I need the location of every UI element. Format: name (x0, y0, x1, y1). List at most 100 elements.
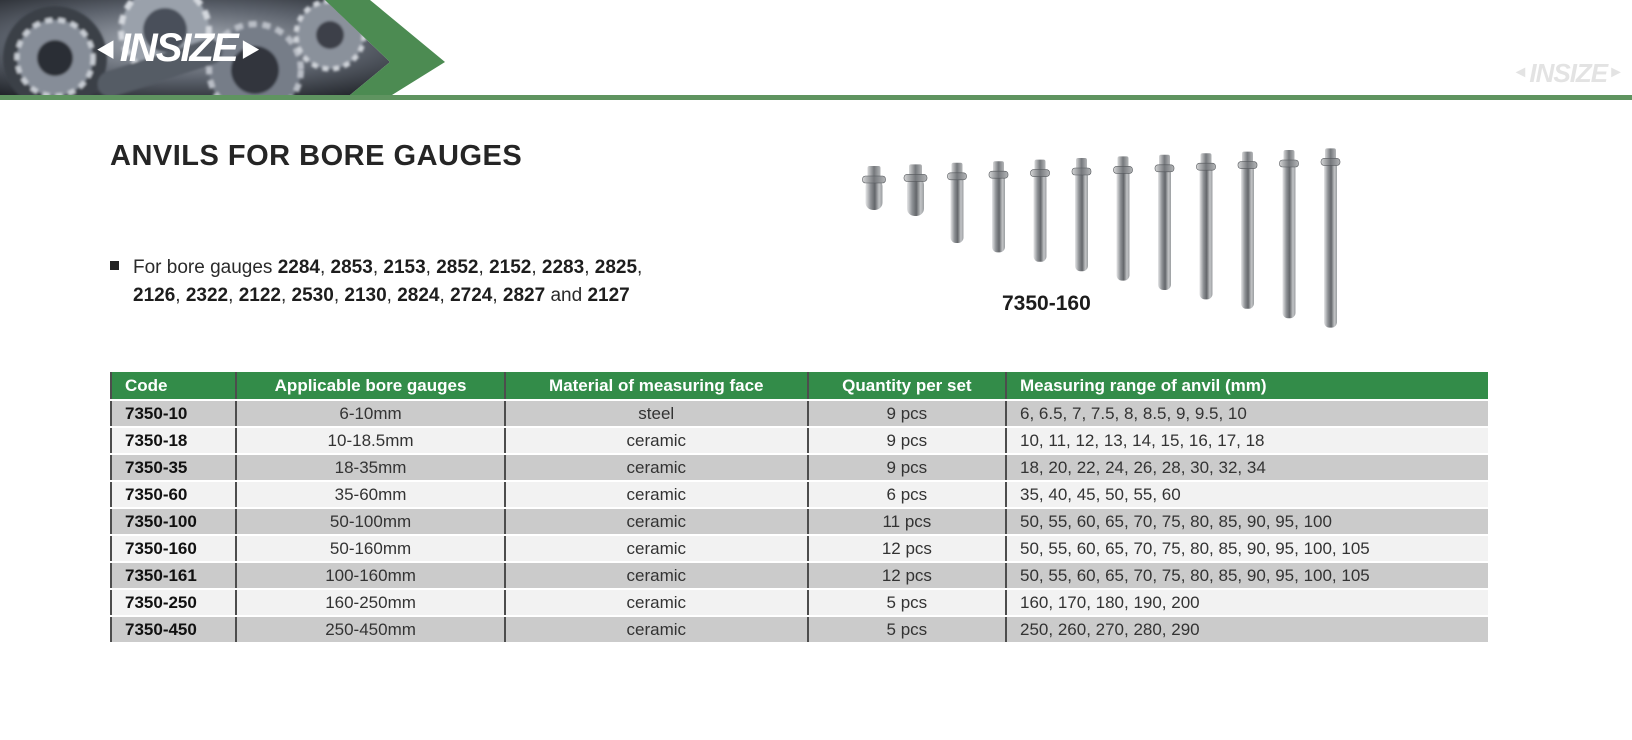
table-row: 7350-60 35-60mm ceramic 6 pcs 35, 40, 45, 50… (109, 481, 1488, 509)
table-cell-bore_gauges: 18-35mm (235, 454, 505, 482)
table-cell-code: 7350-18 (109, 427, 237, 455)
table-cell-quantity: 5 pcs (806, 616, 1007, 644)
bore-gauge-model: 2122 (238, 284, 281, 306)
anvil-pin (1196, 153, 1216, 300)
table-row: 7350-160 50-160mm ceramic 12 pcs 50, 55, 60,… (109, 535, 1488, 563)
table-cell-code: 7350-161 (109, 562, 237, 590)
anvil-pin (988, 161, 1009, 253)
table-cell-material: ceramic (503, 427, 808, 455)
table-cell-material: ceramic (503, 589, 808, 617)
table-cell-bore_gauges: 50-100mm (235, 508, 505, 536)
anvil-pin (862, 166, 886, 210)
anvil-pin (1113, 156, 1133, 281)
bore-gauge-model: 2130 (344, 284, 387, 306)
table-row: 7350-35 18-35mm ceramic 9 pcs 18, 20, 22, 24… (109, 454, 1488, 482)
bore-gauge-model: 2825 (594, 257, 638, 278)
table-cell-range: 35, 40, 45, 50, 55, 60 (1005, 481, 1488, 509)
table-cell-range: 50, 55, 60, 65, 70, 75, 80, 85, 90, 95, … (1005, 508, 1488, 536)
table-cell-code: 7350-35 (109, 454, 237, 482)
table-row: 7350-10 6-10mm steel 9 pcs 6, 6.5, 7, 7.5, 8… (109, 400, 1488, 428)
bore-gauge-model: 2853 (330, 257, 373, 278)
table-cell-bore_gauges: 50-160mm (235, 535, 505, 563)
table-cell-bore_gauges: 100-160mm (235, 562, 505, 590)
table-cell-quantity: 9 pcs (806, 454, 1007, 482)
table-cell-bore_gauges: 160-250mm (235, 589, 505, 617)
bore-gauge-model: 2724 (450, 284, 493, 306)
watermark-left-arrow-icon: ◄ (1512, 64, 1529, 81)
anvil-pin (1320, 148, 1341, 328)
table-cell-range: 18, 20, 22, 24, 26, 28, 30, 32, 34 (1005, 454, 1488, 482)
machinery-photo-graphic (0, 0, 390, 95)
column-header-2: Material of measuring face (503, 372, 808, 401)
anvil-pin (1154, 154, 1175, 290)
table-cell-quantity: 9 pcs (806, 427, 1007, 455)
spec-table-head: Code Applicable bore gauges Material of me… (109, 372, 1488, 401)
table-cell-material: ceramic (503, 481, 808, 509)
insize-watermark: ◄ INSIZE ► (1513, 60, 1624, 86)
bore-gauge-model: 2152 (489, 257, 532, 278)
table-cell-material: ceramic (503, 508, 808, 536)
table-row: 7350-18 10-18.5mm ceramic 9 pcs 10, 11, 12, … (109, 427, 1488, 455)
table-cell-quantity: 5 pcs (806, 589, 1007, 617)
table-cell-quantity: 11 pcs (806, 508, 1007, 536)
column-header-1: Applicable bore gauges (235, 372, 505, 401)
table-row: 7350-161 100-160mm ceramic 12 pcs 50, 55, 60… (109, 562, 1488, 590)
anvil-pin (903, 164, 928, 216)
header-divider-rule (0, 95, 1632, 100)
watermark-text: INSIZE (1529, 58, 1608, 88)
table-cell-code: 7350-250 (109, 589, 237, 617)
table-cell-quantity: 12 pcs (806, 562, 1007, 590)
intro-bullet: For bore gauges 2284, 2853, 2153, 2852, … (110, 254, 642, 309)
table-cell-bore_gauges: 35-60mm (235, 481, 505, 509)
table-cell-quantity: 6 pcs (806, 481, 1007, 509)
table-cell-range: 50, 55, 60, 65, 70, 75, 80, 85, 90, 95, … (1005, 535, 1488, 563)
logo-text: INSIZE (119, 26, 239, 70)
bore-gauge-model: 2127 (587, 284, 630, 306)
table-cell-code: 7350-60 (109, 481, 237, 509)
bore-gauge-model: 2827 (502, 284, 546, 306)
page-title: ANVILS FOR BORE GAUGES (110, 140, 523, 172)
bore-gauge-model: 2284 (277, 257, 320, 278)
anvil-pin (1237, 151, 1258, 309)
table-cell-material: ceramic (503, 454, 808, 482)
table-cell-code: 7350-160 (109, 535, 237, 563)
table-cell-range: 6, 6.5, 7, 7.5, 8, 8.5, 9, 9.5, 10 (1005, 400, 1488, 428)
watermark-right-arrow-icon: ► (1608, 64, 1624, 81)
table-cell-range: 10, 11, 12, 13, 14, 15, 16, 17, 18 (1005, 427, 1488, 455)
logo-left-arrow-icon: ◄ (92, 30, 119, 65)
column-header-0: Code (109, 372, 237, 401)
insize-logo: ◄ INSIZE ► (92, 28, 264, 68)
bore-gauge-model: 2153 (383, 257, 426, 278)
column-header-3: Quantity per set (806, 372, 1007, 401)
anvil-pin (947, 162, 967, 243)
table-row: 7350-100 50-100mm ceramic 11 pcs 50, 55, 60,… (109, 508, 1488, 536)
logo-right-arrow-icon: ► (237, 30, 265, 65)
bore-gauge-model: 2824 (397, 284, 440, 306)
table-cell-material: ceramic (503, 562, 808, 590)
table-row: 7350-250 160-250mm ceramic 5 pcs 160, 170, 1… (109, 589, 1488, 617)
bullet-square-icon (110, 261, 119, 270)
table-cell-material: ceramic (503, 535, 808, 563)
table-cell-quantity: 12 pcs (806, 535, 1007, 563)
intro-text: For bore gauges 2284, 2853, 2153, 2852, … (133, 257, 643, 306)
bore-gauge-model: 2530 (291, 284, 334, 306)
table-cell-range: 160, 170, 180, 190, 200 (1005, 589, 1488, 617)
machinery-photo (0, 0, 390, 95)
spec-table-body: 7350-10 6-10mm steel 9 pcs 6, 6.5, 7, 7.5, 8… (109, 400, 1488, 644)
bore-gauge-model: 2322 (185, 284, 229, 306)
table-cell-range: 250, 260, 270, 280, 290 (1005, 616, 1488, 644)
table-cell-material: steel (503, 400, 808, 428)
anvil-set-image (862, 148, 1341, 328)
table-cell-range: 50, 55, 60, 65, 70, 75, 80, 85, 90, 95, … (1005, 562, 1488, 590)
anvil-pin (1279, 150, 1299, 319)
table-cell-code: 7350-10 (109, 400, 237, 428)
bore-gauge-model: 2283 (541, 257, 585, 278)
spec-table: Code Applicable bore gauges Material of me… (109, 372, 1488, 644)
table-cell-material: ceramic (503, 616, 808, 644)
bore-gauge-model: 2852 (436, 257, 479, 278)
header-banner: ◄ INSIZE ► ◄ INSIZE ► (0, 0, 1632, 95)
anvil-pin (1071, 158, 1092, 272)
table-cell-code: 7350-100 (109, 508, 237, 536)
table-row: 7350-450 250-450mm ceramic 5 pcs 250, 260, 2… (109, 616, 1488, 644)
